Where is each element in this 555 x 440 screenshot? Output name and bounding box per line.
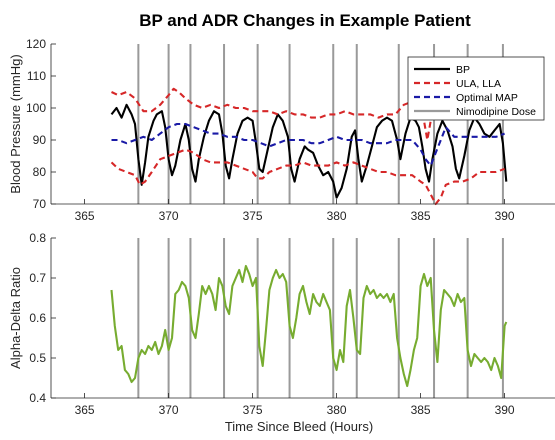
legend-box [407, 56, 545, 121]
adr-xtick-label: 375 [243, 403, 263, 417]
time-xlabel: Time Since Bleed (Hours) [225, 419, 373, 434]
bp-ytick-label: 110 [27, 69, 46, 83]
adr-ytick-label: 0.8 [29, 231, 46, 245]
bp-xtick-label: 390 [495, 209, 515, 223]
legend-bp-label: BP [456, 64, 470, 76]
adr-series-alpha-delta-ratio [110, 264, 508, 388]
legend-dose-label: Nimodipine Dose [456, 106, 536, 118]
bp-ytick-label: 70 [33, 197, 47, 211]
bp-series-bp [110, 103, 508, 199]
legend-limits-label: ULA, LLA [456, 78, 501, 90]
bp-ytick-label: 80 [33, 165, 47, 179]
legend: BP ULA, LLA Optimal MAP Nimodipine Dose [407, 56, 545, 121]
bp-ylabel: Blood Pressure (mmHg) [8, 54, 23, 193]
bp-xtick-label: 375 [243, 209, 263, 223]
bp-ytick-label: 120 [26, 37, 46, 51]
bp-series-lla [110, 148, 505, 206]
adr-xtick-label: 390 [495, 403, 515, 417]
legend-optimal-label: Optimal MAP [456, 92, 518, 104]
chart-title: BP and ADR Changes in Example Patient [139, 11, 471, 30]
bp-xtick-label: 385 [411, 209, 431, 223]
adr-ytick-label: 0.7 [29, 271, 46, 285]
adr-ylabel: Alpha-Delta Ratio [8, 267, 23, 369]
adr-xtick-label: 380 [327, 403, 347, 417]
bp-ytick-label: 90 [33, 133, 47, 147]
adr-xtick-label: 370 [159, 403, 179, 417]
bp-xtick-label: 365 [75, 209, 95, 223]
adr-ytick-label: 0.4 [29, 391, 46, 405]
adr-ytick-label: 0.6 [29, 311, 46, 325]
adr-panel: 0.4 0.5 0.6 0.7 0.8 365 370 375 380 385 390 [29, 231, 555, 417]
bp-series-optimal-map [111, 122, 505, 167]
adr-xtick-label: 385 [411, 403, 431, 417]
bp-ytick-label: 100 [26, 101, 46, 115]
adr-xtick-label: 365 [75, 403, 95, 417]
bp-xtick-label: 370 [159, 209, 179, 223]
adr-ytick-label: 0.5 [29, 351, 46, 365]
bp-xtick-label: 380 [327, 209, 347, 223]
